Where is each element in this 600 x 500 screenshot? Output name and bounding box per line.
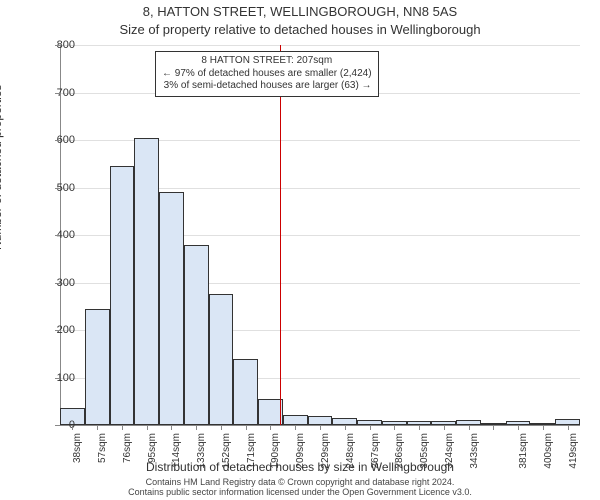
grid-line: [60, 45, 580, 46]
x-tick-mark: [345, 425, 346, 430]
x-tick-mark: [444, 425, 445, 430]
y-tick-mark: [55, 140, 60, 141]
chart-title-sub: Size of property relative to detached ho…: [0, 22, 600, 37]
x-tick-mark: [196, 425, 197, 430]
y-tick-mark: [55, 188, 60, 189]
y-tick-mark: [55, 93, 60, 94]
x-tick-mark: [394, 425, 395, 430]
attribution: Contains HM Land Registry data © Crown c…: [0, 478, 600, 498]
histogram-bar: [209, 294, 234, 425]
marker-line: [280, 45, 281, 425]
histogram-bar: [332, 418, 357, 425]
x-tick-mark: [221, 425, 222, 430]
histogram-bar: [258, 399, 283, 425]
y-tick-label: 400: [45, 229, 75, 241]
histogram-bar: [308, 416, 333, 425]
x-tick-mark: [419, 425, 420, 430]
x-tick-mark: [469, 425, 470, 430]
annotation-box: 8 HATTON STREET: 207sqm← 97% of detached…: [155, 51, 379, 97]
annotation-line1: 8 HATTON STREET: 207sqm: [162, 55, 372, 68]
x-tick-mark: [543, 425, 544, 430]
y-axis-label: Number of detached properties: [0, 85, 4, 250]
chart-container: 8, HATTON STREET, WELLINGBOROUGH, NN8 5A…: [0, 0, 600, 500]
y-tick-mark: [55, 45, 60, 46]
histogram-bar: [233, 359, 258, 426]
x-tick-mark: [97, 425, 98, 430]
annotation-line3: 3% of semi-detached houses are larger (6…: [162, 80, 372, 93]
y-tick-label: 100: [45, 372, 75, 384]
histogram-bar: [110, 166, 135, 425]
chart-title-main: 8, HATTON STREET, WELLINGBOROUGH, NN8 5A…: [0, 4, 600, 19]
y-tick-label: 600: [45, 134, 75, 146]
y-tick-mark: [55, 330, 60, 331]
y-tick-label: 0: [45, 419, 75, 431]
x-tick-mark: [370, 425, 371, 430]
histogram-bar: [134, 138, 159, 425]
y-tick-mark: [55, 378, 60, 379]
histogram-bar: [283, 415, 308, 425]
x-tick-mark: [72, 425, 73, 430]
annotation-line2: ← 97% of detached houses are smaller (2,…: [162, 68, 372, 81]
y-tick-label: 300: [45, 277, 75, 289]
x-tick-mark: [246, 425, 247, 430]
x-tick-mark: [122, 425, 123, 430]
histogram-bar: [159, 192, 184, 425]
x-tick-mark: [270, 425, 271, 430]
y-tick-label: 500: [45, 182, 75, 194]
plot-area: 8 HATTON STREET: 207sqm← 97% of detached…: [60, 45, 580, 425]
attribution-line2: Contains public sector information licen…: [0, 488, 600, 498]
y-tick-label: 800: [45, 39, 75, 51]
x-tick-mark: [493, 425, 494, 430]
x-tick-mark: [320, 425, 321, 430]
y-tick-mark: [55, 235, 60, 236]
histogram-bar: [85, 309, 110, 425]
x-axis-label: Distribution of detached houses by size …: [0, 460, 600, 474]
y-tick-label: 700: [45, 87, 75, 99]
y-tick-mark: [55, 425, 60, 426]
histogram-bar: [184, 245, 209, 426]
x-tick-mark: [568, 425, 569, 430]
y-tick-label: 200: [45, 324, 75, 336]
x-tick-mark: [171, 425, 172, 430]
x-tick-mark: [295, 425, 296, 430]
x-tick-mark: [518, 425, 519, 430]
y-tick-mark: [55, 283, 60, 284]
x-tick-mark: [147, 425, 148, 430]
